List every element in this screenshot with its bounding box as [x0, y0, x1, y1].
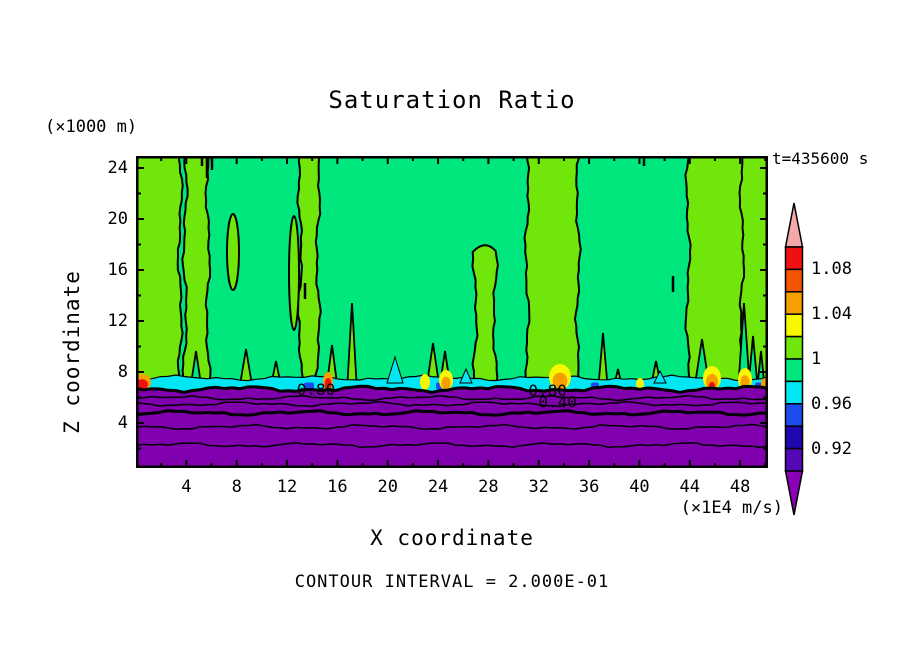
y-tick-label: 20: [107, 209, 128, 229]
contour-label: 0.40: [538, 393, 577, 412]
colorbar-cell: [784, 358, 804, 383]
colorbar-top-arrow: [784, 202, 804, 248]
contour-band: [471, 244, 499, 393]
contour-label: 0.80: [297, 380, 336, 399]
colorbar: [784, 202, 804, 516]
contour-line: [136, 423, 768, 431]
plot-area: 0.80 0.800.40: [136, 156, 768, 468]
colorbar-cell: [784, 380, 804, 405]
x-tick-label: 24: [427, 477, 449, 497]
colorbar-cell: [784, 313, 804, 338]
hotspot: [636, 378, 644, 390]
colorbar-cell: [784, 291, 804, 315]
colorbar-cell: [784, 447, 804, 472]
cyan-bump: [459, 367, 473, 384]
contour-line: [136, 400, 768, 408]
contour-band: [523, 156, 582, 393]
contour-band: [136, 156, 184, 393]
x-tick-label: 32: [528, 477, 549, 497]
hotspot: [136, 379, 149, 390]
cyan-bump: [386, 355, 404, 384]
x-tick-label: 16: [327, 477, 348, 497]
colorbar-cell: [784, 246, 804, 271]
colorbar-label: 1.04: [811, 304, 852, 325]
hotspot: [324, 377, 332, 390]
contour-line: [136, 409, 768, 417]
contour-interval-note: CONTOUR INTERVAL = 2.000E-01: [294, 572, 610, 592]
x-tick-label: 12: [276, 477, 298, 497]
colorbar-cell: [784, 268, 804, 293]
chart-title: Saturation Ratio: [328, 86, 576, 114]
contour-band: [684, 156, 768, 393]
y-tick-label: 12: [107, 311, 128, 331]
hotspot: [441, 376, 451, 390]
contour-blob: [226, 213, 240, 291]
y-tick-label: 24: [107, 158, 128, 178]
contour-line: [136, 394, 768, 402]
x-tick-label: 36: [578, 477, 600, 497]
colorbar-cell: [784, 403, 804, 427]
y-tick-label: 4: [117, 413, 128, 433]
colorbar-label: 1: [811, 349, 822, 369]
hotspot: [420, 374, 430, 390]
colorbar-bottom-arrow: [784, 470, 804, 516]
contour-finger: [346, 302, 358, 392]
blue-patch: [304, 382, 314, 390]
x-axis-title: X coordinate: [370, 526, 534, 550]
colorbar-cell: [784, 335, 804, 360]
cyan-bump: [653, 369, 667, 384]
x-tick-label: 4: [181, 477, 192, 497]
colorbar-cell: [784, 425, 804, 450]
contour-label: 0.80: [528, 381, 567, 400]
x-axis-unit-label: (×1E4 m/s): [680, 498, 783, 518]
contour-band: [181, 156, 212, 393]
contour-band: [296, 156, 322, 393]
x-tick-label: 8: [231, 477, 242, 497]
y-axis-unit-label: (×1000 m): [45, 117, 138, 137]
contour-blob: [288, 215, 300, 331]
x-tick-label: 28: [478, 477, 499, 497]
x-tick-label: 48: [729, 477, 751, 497]
colorbar-label: 1.08: [811, 259, 852, 280]
colorbar-label: 0.96: [811, 393, 852, 414]
interface-contour: [136, 384, 768, 395]
time-annotation: t=435600 s: [772, 149, 869, 168]
x-tick-label: 44: [679, 477, 701, 497]
colorbar-label: 0.92: [811, 438, 852, 459]
y-tick-label: 16: [107, 260, 128, 280]
hotspot: [552, 372, 568, 390]
contour-line: [136, 441, 768, 449]
plot-border: [136, 156, 768, 468]
y-tick-label: 8: [117, 362, 128, 382]
x-tick-label: 20: [377, 477, 398, 497]
x-tick-label: 40: [629, 477, 650, 497]
